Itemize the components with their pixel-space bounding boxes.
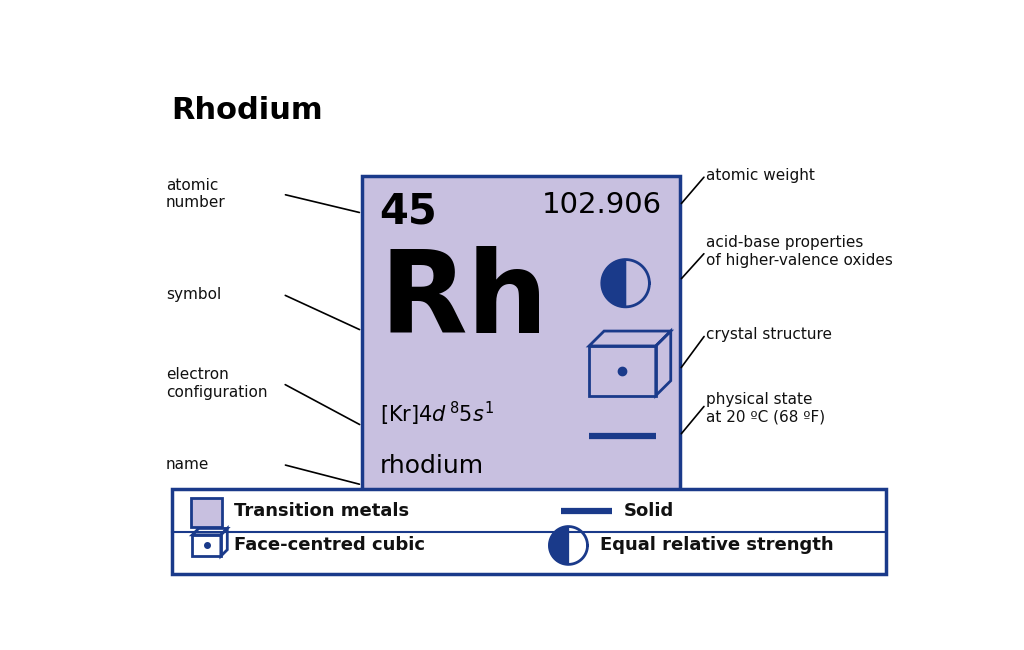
Text: acid-base properties
of higher-valence oxides: acid-base properties of higher-valence o…: [706, 235, 893, 268]
Text: 102.906: 102.906: [542, 190, 663, 218]
Text: Rh: Rh: [380, 246, 549, 357]
Text: name: name: [166, 457, 210, 472]
Text: 45: 45: [380, 190, 437, 233]
Text: Transition metals: Transition metals: [233, 502, 409, 520]
Text: atomic
number: atomic number: [166, 178, 226, 211]
FancyBboxPatch shape: [191, 498, 221, 527]
Text: rhodium: rhodium: [380, 454, 483, 478]
Text: Solid: Solid: [624, 502, 674, 520]
FancyBboxPatch shape: [172, 489, 886, 575]
Text: symbol: symbol: [166, 287, 221, 302]
Text: Face-centred cubic: Face-centred cubic: [233, 536, 425, 554]
Text: electron
configuration: electron configuration: [166, 367, 267, 400]
Text: atomic weight: atomic weight: [706, 168, 815, 183]
Text: Equal relative strength: Equal relative strength: [600, 536, 834, 554]
Text: physical state
at 20 ºC (68 ºF): physical state at 20 ºC (68 ºF): [706, 392, 825, 424]
FancyBboxPatch shape: [362, 176, 680, 521]
Text: Rhodium: Rhodium: [172, 96, 324, 125]
Polygon shape: [550, 526, 568, 564]
Text: $\mathrm{[Kr]4}d^{\,8}\mathrm{5}s^{1}$: $\mathrm{[Kr]4}d^{\,8}\mathrm{5}s^{1}$: [380, 400, 494, 428]
Text: crystal structure: crystal structure: [706, 327, 831, 342]
Polygon shape: [602, 259, 626, 307]
